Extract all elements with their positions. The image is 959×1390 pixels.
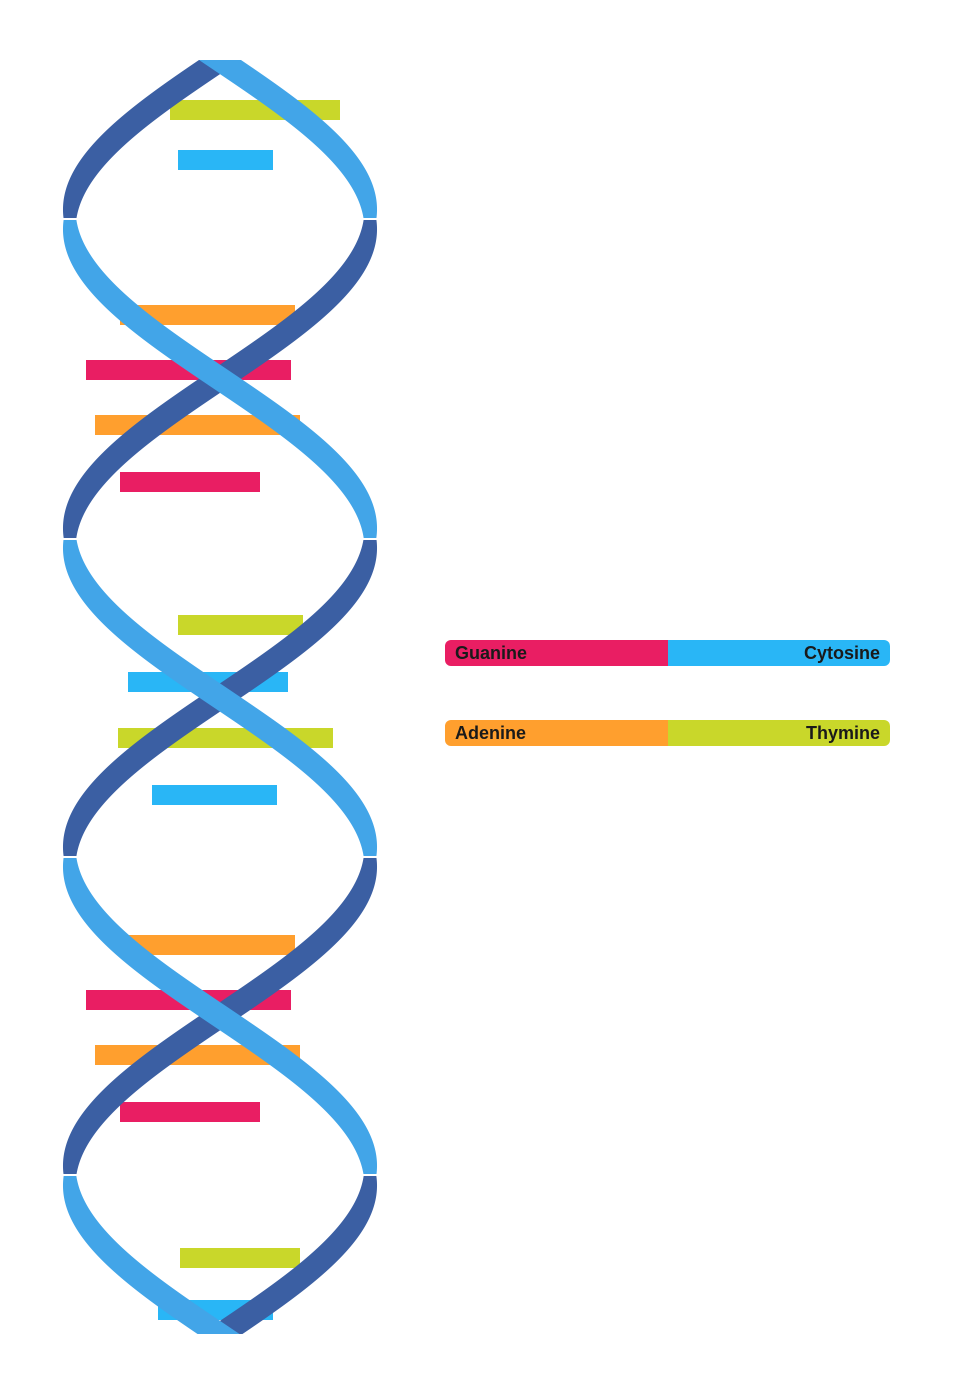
dna-helix	[0, 0, 959, 1390]
helix-strand-front	[63, 540, 377, 856]
helix-strand-front	[63, 858, 377, 1174]
dna-diagram: GuanineCytosine AdenineThymine	[0, 0, 959, 1390]
helix-strand-front	[63, 1176, 240, 1334]
legend-label-adenine: Adenine	[445, 720, 668, 746]
legend-row: AdenineThymine	[445, 720, 890, 746]
legend-label-thymine: Thymine	[668, 720, 891, 746]
legend-row: GuanineCytosine	[445, 640, 890, 666]
helix-strand-front	[199, 60, 377, 218]
helix-strand-back	[63, 60, 241, 218]
legend-label-guanine: Guanine	[445, 640, 668, 666]
helix-strand-back	[200, 1176, 377, 1334]
helix-strand-front	[63, 220, 377, 538]
legend-label-cytosine: Cytosine	[668, 640, 891, 666]
